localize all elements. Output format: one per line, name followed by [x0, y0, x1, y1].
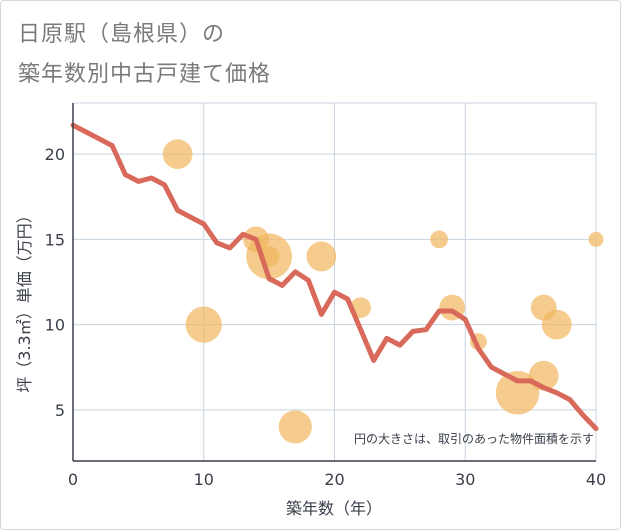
axes: [72, 103, 596, 462]
grid-lines: [73, 102, 597, 461]
chart-title-line2: 築年数別中古戸建て価格: [18, 62, 272, 87]
y-tick-label: 20: [45, 145, 65, 164]
y-tick-label: 5: [55, 401, 65, 420]
tick-labels: 0 10 20 30 40 5 10 15 20: [45, 145, 607, 489]
bubble-point: [278, 410, 312, 444]
bubble-size-note: 円の大きさは、取引のあった物件面積を示す: [354, 431, 594, 446]
bubble-point: [185, 306, 222, 343]
x-tick-label: 30: [455, 470, 475, 489]
bubble-point: [541, 309, 572, 340]
trend-line-series: [70, 122, 599, 432]
bubble-point: [588, 231, 604, 247]
x-tick-label: 0: [68, 470, 78, 489]
x-tick-label: 40: [586, 470, 606, 489]
chart-title-line1: 日原駅（島根県）の: [18, 22, 226, 47]
y-axis-label: 坪（3.3㎡）単価（万円）: [15, 207, 34, 392]
y-tick-label: 10: [45, 316, 65, 335]
price-trend-line: [70, 122, 599, 432]
x-axis-label: 築年数（年）: [286, 499, 382, 518]
y-tick-label: 15: [45, 230, 65, 249]
bubble-series: [162, 139, 604, 444]
bubble-point: [162, 139, 193, 170]
x-tick-label: 20: [324, 470, 344, 489]
x-tick-label: 10: [194, 470, 214, 489]
bubble-point: [430, 230, 448, 249]
bubble-point: [306, 241, 337, 272]
